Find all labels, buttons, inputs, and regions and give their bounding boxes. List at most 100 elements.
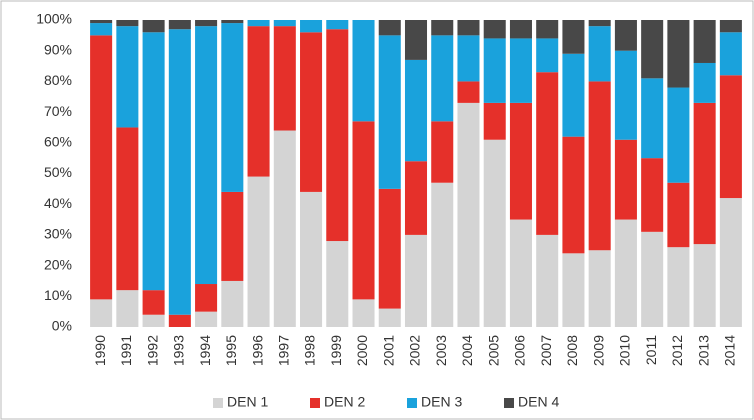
bar-segment: [326, 29, 349, 242]
bar-segment: [509, 38, 532, 103]
bar-segment: [483, 139, 506, 327]
bar-segment: [352, 20, 375, 122]
bar-segment: [588, 26, 611, 82]
bar-segment: [247, 26, 270, 177]
x-tick-label: 2008: [564, 335, 580, 366]
y-tick-label: 50%: [44, 164, 72, 180]
bar-segment: [221, 20, 244, 24]
bar-segment: [195, 311, 218, 327]
legend-swatch: [407, 398, 417, 408]
bar-segment: [352, 299, 375, 327]
x-tick-label: 2009: [590, 335, 606, 366]
bar-segment: [221, 191, 244, 281]
bar-segment: [614, 50, 637, 140]
bar-segment: [536, 72, 559, 235]
bar-segment: [509, 102, 532, 220]
bar-segment: [693, 20, 716, 63]
bar-segment: [693, 102, 716, 245]
bar-segment: [641, 231, 664, 327]
y-tick-label: 40%: [44, 195, 72, 211]
y-tick-label: 100%: [36, 11, 72, 27]
bar-segment: [168, 314, 191, 327]
bar-segment: [719, 198, 742, 327]
bar-segment: [142, 20, 165, 33]
bar-segment: [562, 136, 585, 254]
bar-segment: [247, 20, 270, 27]
bar-segment: [536, 234, 559, 327]
bar-segment: [404, 59, 428, 162]
x-tick-label: 2004: [459, 335, 475, 366]
x-tick-label: 2002: [407, 335, 423, 366]
bar-segment: [457, 20, 480, 36]
bar-segment: [404, 20, 428, 60]
x-tick-label: 2014: [722, 335, 738, 366]
legend-label: DEN 3: [421, 394, 462, 410]
bar-segment: [116, 20, 139, 27]
y-tick-label: 20%: [44, 256, 72, 272]
bar-segment: [195, 20, 218, 27]
bar-segment: [562, 20, 585, 54]
bar-segment: [247, 176, 270, 327]
bar-segment: [641, 78, 664, 159]
bar-segment: [509, 219, 532, 327]
bar-segment: [378, 188, 401, 309]
bar-segment: [562, 253, 585, 327]
bar-segment: [667, 20, 690, 88]
bar-segment: [614, 219, 637, 327]
x-tick-label: 2007: [538, 335, 554, 366]
legend-swatch: [310, 398, 320, 408]
bar-segment: [142, 290, 165, 315]
bar-segment: [352, 121, 375, 300]
bar-segment: [431, 35, 454, 122]
bar-segment: [536, 20, 559, 39]
bar-segment: [326, 20, 349, 30]
x-tick-label: 2001: [380, 335, 396, 366]
x-tick-label: 2012: [669, 335, 685, 366]
legend-swatch: [504, 398, 514, 408]
bar-segment: [195, 284, 218, 312]
bar-segment: [693, 62, 716, 103]
legend-swatch: [213, 398, 223, 408]
bar-segment: [431, 182, 454, 327]
x-tick-label: 1999: [328, 335, 344, 366]
bar-segment: [719, 75, 742, 199]
x-tick-label: 2013: [695, 335, 711, 366]
bar-segment: [431, 20, 454, 36]
bar-segment: [457, 35, 480, 82]
bar-segment: [404, 234, 428, 327]
x-tick-label: 1996: [249, 335, 265, 366]
x-tick-label: 2010: [617, 335, 633, 366]
bar-segment: [300, 20, 323, 33]
bar-segment: [667, 247, 690, 327]
bar-segment: [195, 26, 218, 285]
bar-segment: [116, 290, 139, 327]
x-tick-label: 1994: [197, 335, 213, 366]
bar-segment: [431, 121, 454, 183]
bar-segment: [404, 161, 428, 235]
y-tick-label: 30%: [44, 226, 72, 242]
x-tick-label: 1991: [118, 335, 134, 366]
x-tick-label: 2005: [485, 335, 501, 366]
bar-segment: [116, 26, 139, 128]
bar-segment: [378, 35, 401, 189]
bar-segment: [667, 182, 690, 248]
bar-segment: [614, 20, 637, 51]
bar-segment: [562, 53, 585, 137]
bar-segment: [116, 127, 139, 291]
bar-segment: [326, 241, 349, 327]
y-tick-label: 80%: [44, 72, 72, 88]
y-tick-label: 0%: [52, 318, 72, 334]
bar-segment: [90, 299, 113, 327]
x-tick-label: 2003: [433, 335, 449, 366]
bar-segment: [509, 20, 532, 39]
x-tick-label: 1997: [276, 335, 292, 366]
bar-segment: [667, 87, 690, 183]
y-tick-label: 70%: [44, 103, 72, 119]
bar-segment: [300, 191, 323, 327]
x-tick-label: 1995: [223, 335, 239, 366]
bar-segment: [273, 26, 296, 131]
bar-segment: [693, 244, 716, 327]
bar-segment: [168, 29, 191, 315]
bar-segment: [142, 32, 165, 291]
bar-segment: [273, 130, 296, 327]
